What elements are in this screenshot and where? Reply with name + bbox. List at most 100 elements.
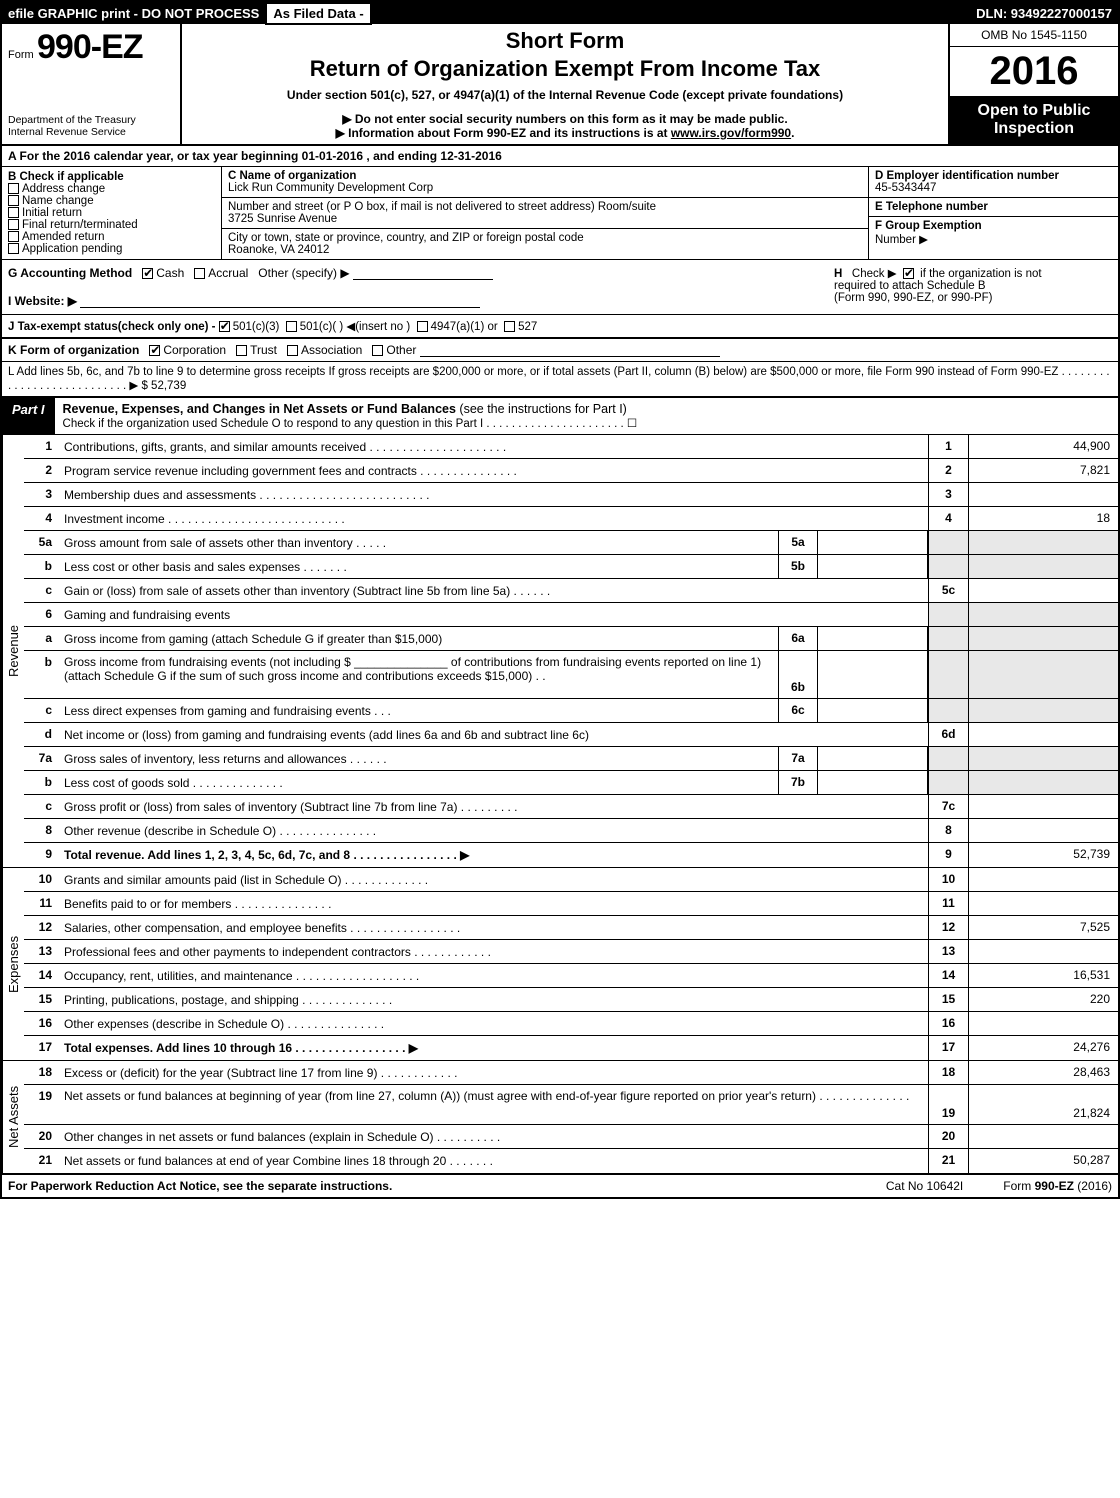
line-14: 14 Occupancy, rent, utilities, and maint…: [24, 964, 1118, 988]
chk-amended-return[interactable]: Amended return: [8, 231, 215, 243]
dept-block: Department of the Treasury Internal Reve…: [8, 114, 174, 138]
expenses-side-label: Expenses: [2, 868, 24, 1060]
line-9-value: 52,739: [968, 843, 1118, 867]
header-row: Form 990-EZ Department of the Treasury I…: [2, 24, 1118, 146]
dept-line2: Internal Revenue Service: [8, 126, 174, 138]
chk-corporation[interactable]: [149, 345, 160, 356]
topbar-asfiled: As Filed Data -: [265, 2, 371, 25]
line-18-value: 28,463: [968, 1061, 1118, 1084]
b-heading: B Check if applicable: [8, 171, 215, 183]
row-a-taxyear: A For the 2016 calendar year, or tax yea…: [2, 146, 1118, 167]
form-prefix: Form: [8, 49, 34, 61]
line-13: 13 Professional fees and other payments …: [24, 940, 1118, 964]
line-16: 16 Other expenses (describe in Schedule …: [24, 1012, 1118, 1036]
col-b-checkboxes: B Check if applicable Address change Nam…: [2, 167, 222, 259]
line-19-value: 21,824: [968, 1085, 1118, 1124]
chk-4947[interactable]: [417, 321, 428, 332]
efile-topbar: efile GRAPHIC print - DO NOT PROCESS As …: [2, 2, 1118, 24]
form-page: efile GRAPHIC print - DO NOT PROCESS As …: [0, 0, 1120, 1199]
chk-final-return[interactable]: Final return/terminated: [8, 219, 215, 231]
section-bcd: B Check if applicable Address change Nam…: [2, 167, 1118, 260]
line-21-value: 50,287: [968, 1149, 1118, 1173]
chk-527[interactable]: [504, 321, 515, 332]
part1-tag: Part I: [2, 398, 55, 434]
tax-year: 2016: [950, 47, 1118, 96]
org-city: Roanoke, VA 24012: [228, 244, 329, 256]
line-2: 2 Program service revenue including gove…: [24, 459, 1118, 483]
footer-catno: Cat No 10642I: [846, 1179, 1003, 1193]
page-footer: For Paperwork Reduction Act Notice, see …: [2, 1175, 1118, 1197]
topbar-left: efile GRAPHIC print - DO NOT PROCESS: [2, 6, 265, 21]
line-6: 6 Gaming and fundraising events: [24, 603, 1118, 627]
line-14-value: 16,531: [968, 964, 1118, 987]
footer-paperwork: For Paperwork Reduction Act Notice, see …: [8, 1179, 846, 1193]
short-form-label: Short Form: [192, 28, 938, 54]
open-to-public: Open to Public Inspection: [950, 96, 1118, 144]
line-5a: 5a Gross amount from sale of assets othe…: [24, 531, 1118, 555]
group-exempt-row: F Group Exemption Number ▶: [869, 217, 1118, 249]
chk-501c[interactable]: [286, 321, 297, 332]
chk-501c3[interactable]: [219, 321, 230, 332]
chk-association[interactable]: [287, 345, 298, 356]
chk-no-schedule-b[interactable]: [903, 268, 914, 279]
line-10: 10 Grants and similar amounts paid (list…: [24, 868, 1118, 892]
line-7b: b Less cost of goods sold . . . . . . . …: [24, 771, 1118, 795]
chk-trust[interactable]: [236, 345, 247, 356]
line-21: 21 Net assets or fund balances at end of…: [24, 1149, 1118, 1173]
line-9: 9 Total revenue. Add lines 1, 2, 3, 4, 5…: [24, 843, 1118, 867]
col-c-org: C Name of organization Lick Run Communit…: [222, 167, 868, 259]
chk-name-change[interactable]: Name change: [8, 195, 215, 207]
expenses-lines: 10 Grants and similar amounts paid (list…: [24, 868, 1118, 1060]
netassets-section: Net Assets 18 Excess or (deficit) for th…: [2, 1061, 1118, 1175]
org-name-row: C Name of organization Lick Run Communit…: [222, 167, 868, 198]
form-number: 990-EZ: [37, 28, 143, 66]
line-12-value: 7,525: [968, 916, 1118, 939]
chk-accrual[interactable]: [194, 268, 205, 279]
chk-initial-return[interactable]: Initial return: [8, 207, 215, 219]
form-sub2: ▶ Do not enter social security numbers o…: [192, 112, 938, 126]
line-18: 18 Excess or (deficit) for the year (Sub…: [24, 1061, 1118, 1085]
row-i-website: I Website: ▶: [8, 294, 77, 308]
header-mid: Short Form Return of Organization Exempt…: [182, 24, 948, 144]
line-6a: a Gross income from gaming (attach Sched…: [24, 627, 1118, 651]
netassets-side-label: Net Assets: [2, 1061, 24, 1173]
netassets-lines: 18 Excess or (deficit) for the year (Sub…: [24, 1061, 1118, 1173]
omb-number: OMB No 1545-1150: [950, 24, 1118, 47]
chk-cash[interactable]: [142, 268, 153, 279]
expenses-section: Expenses 10 Grants and similar amounts p…: [2, 868, 1118, 1061]
line-6c: c Less direct expenses from gaming and f…: [24, 699, 1118, 723]
line-7c: c Gross profit or (loss) from sales of i…: [24, 795, 1118, 819]
line-17-value: 24,276: [968, 1036, 1118, 1060]
footer-formno: Form 990-EZ (2016): [1003, 1179, 1112, 1193]
revenue-lines: 1 Contributions, gifts, grants, and simi…: [24, 435, 1118, 867]
line-6d: d Net income or (loss) from gaming and f…: [24, 723, 1118, 747]
line-5c: c Gain or (loss) from sale of assets oth…: [24, 579, 1118, 603]
col-d-ein: D Employer identification number 45-5343…: [868, 167, 1118, 259]
chk-other-org[interactable]: [372, 345, 383, 356]
row-h-schedule-b: H Check ▶ if the organization is not req…: [828, 260, 1118, 314]
part1-header: Part I Revenue, Expenses, and Changes in…: [2, 398, 1118, 435]
form-sub1: Under section 501(c), 527, or 4947(a)(1)…: [192, 88, 938, 102]
ein-row: D Employer identification number 45-5343…: [869, 167, 1118, 198]
row-l-gross-receipts: L Add lines 5b, 6c, and 7b to line 9 to …: [2, 362, 1118, 398]
line-2-value: 7,821: [968, 459, 1118, 482]
gross-receipts-amount: 52,739: [151, 380, 186, 392]
row-j-tax-exempt: J Tax-exempt status(check only one) - 50…: [2, 315, 1118, 339]
line-7a: 7a Gross sales of inventory, less return…: [24, 747, 1118, 771]
revenue-section: Revenue 1 Contributions, gifts, grants, …: [2, 435, 1118, 868]
accounting-method: G Accounting Method Cash Accrual Other (…: [2, 260, 828, 314]
org-name: Lick Run Community Development Corp: [228, 182, 433, 194]
org-addr-row: Number and street (or P O box, if mail i…: [222, 198, 868, 229]
line-11: 11 Benefits paid to or for members . . .…: [24, 892, 1118, 916]
line-12: 12 Salaries, other compensation, and emp…: [24, 916, 1118, 940]
topbar-dln: DLN: 93492227000157: [970, 6, 1118, 21]
line-3-value: [968, 483, 1118, 506]
line-3: 3 Membership dues and assessments . . . …: [24, 483, 1118, 507]
row-k-form-org: K Form of organization Corporation Trust…: [2, 339, 1118, 362]
chk-address-change[interactable]: Address change: [8, 183, 215, 195]
line-15-value: 220: [968, 988, 1118, 1011]
line-19: 19 Net assets or fund balances at beginn…: [24, 1085, 1118, 1125]
chk-application-pending[interactable]: Application pending: [8, 243, 215, 255]
form-sub3: ▶ Information about Form 990-EZ and its …: [192, 126, 938, 140]
line-6b: b Gross income from fundraising events (…: [24, 651, 1118, 699]
